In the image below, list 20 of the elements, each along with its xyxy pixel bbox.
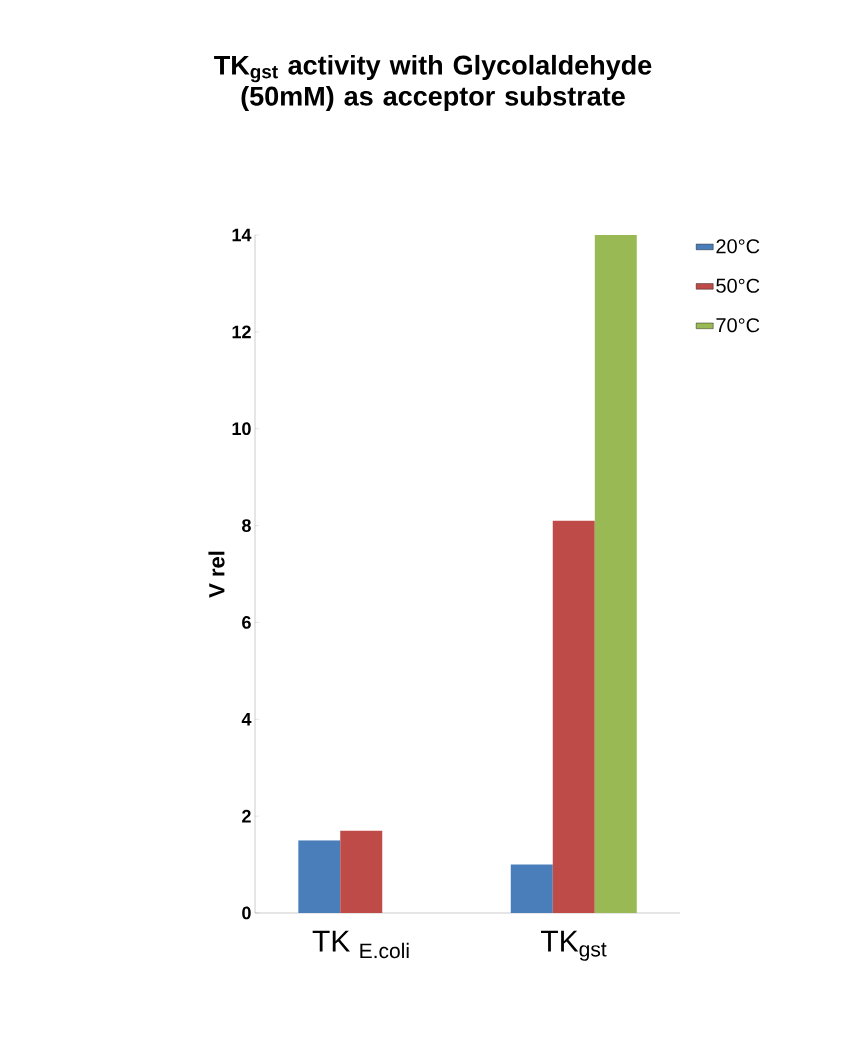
legend-label: 50°C	[716, 278, 760, 293]
x-tick-label: TK $_{E.coli}$	[312, 930, 409, 959]
y-tick-label: 8	[242, 519, 251, 532]
chart-title: TK$_{gst}$ activity with Glycolaldehyde (50mM) as acceptor substrate	[214, 54, 652, 112]
bar	[594, 234, 637, 913]
y-tick-label: 2	[242, 809, 251, 823]
y-axis-title: V rel	[208, 551, 225, 598]
legend-label: 70°C	[716, 318, 760, 333]
y-tick-label: 14	[232, 228, 252, 242]
y-tick-label: 4	[241, 713, 252, 726]
y-tick-label: 10	[232, 422, 251, 436]
y-tick-label: 12	[232, 325, 251, 339]
bar	[510, 864, 553, 913]
y-tick-label: 6	[242, 616, 251, 629]
bar	[340, 830, 383, 913]
bar	[298, 840, 341, 913]
x-tick-label: TK$_{gst}$	[541, 930, 607, 961]
y-tick-label: 0	[242, 906, 251, 920]
bar	[552, 520, 595, 913]
legend-label: 20°C	[716, 239, 760, 254]
